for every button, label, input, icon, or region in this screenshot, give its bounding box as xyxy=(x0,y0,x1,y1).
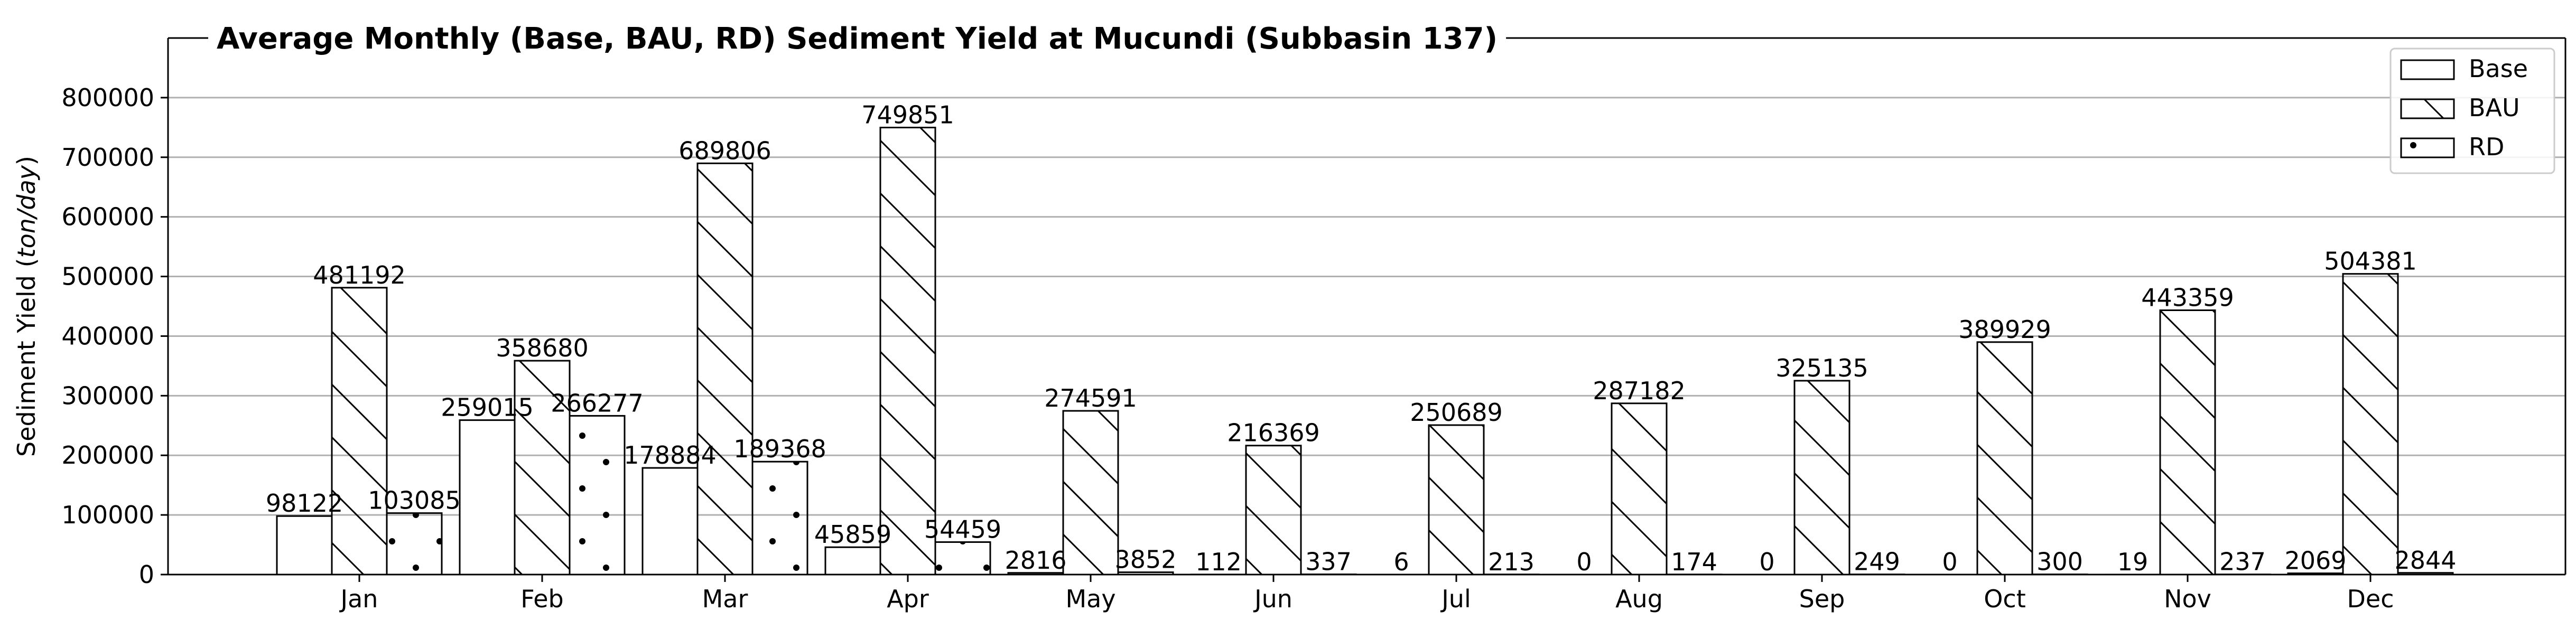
chart-title: Average Monthly (Base, BAU, RD) Sediment… xyxy=(217,22,1498,56)
bar-label-bau-dec: 504381 xyxy=(2324,247,2417,276)
bar-label-base-feb: 259015 xyxy=(441,393,534,422)
bar-base-feb xyxy=(459,419,516,576)
x-tick-label: Mar xyxy=(702,585,748,613)
bar-label-base-sep: 0 xyxy=(1759,548,1774,576)
x-tick-label: May xyxy=(1065,585,1115,613)
bar-bau-apr xyxy=(879,127,936,576)
x-tick-label: Jun xyxy=(1253,585,1292,613)
x-tick-label: Aug xyxy=(1615,585,1663,613)
legend-label-bau: BAU xyxy=(2469,93,2520,122)
bar-rd-feb xyxy=(569,415,626,576)
bar-bau-jan xyxy=(331,287,388,576)
bar-base-jan xyxy=(276,515,333,576)
bar-label-base-oct: 0 xyxy=(1942,548,1957,576)
y-tick-label: 200000 xyxy=(61,441,154,469)
bar-label-base-jun: 112 xyxy=(1195,548,1242,576)
y-axis-label-close: ) xyxy=(12,156,41,165)
bar-label-rd-jun: 337 xyxy=(1305,548,1352,576)
bar-label-rd-mar: 189368 xyxy=(733,435,826,463)
bar-label-bau-aug: 287182 xyxy=(1593,377,1686,405)
legend-swatch-rd xyxy=(2400,137,2455,158)
bar-label-rd-oct: 300 xyxy=(2036,548,2083,576)
axes: 0100000200000300000400000500000600000700… xyxy=(12,37,2566,613)
legend: Base BAU RD xyxy=(2389,48,2555,174)
bar-label-rd-jul: 213 xyxy=(1488,548,1535,576)
bar-label-base-apr: 45859 xyxy=(814,520,891,549)
x-tick-label: Oct xyxy=(1984,585,2026,613)
bar-label-rd-may: 3852 xyxy=(1114,546,1176,574)
bar-label-bau-feb: 358680 xyxy=(496,334,589,362)
bar-label-base-aug: 0 xyxy=(1576,548,1592,576)
x-tick-label: Jan xyxy=(339,585,378,613)
bar-bau-nov xyxy=(2159,309,2216,576)
bar-bau-dec xyxy=(2342,273,2399,576)
bar-label-bau-mar: 689806 xyxy=(678,136,771,165)
y-tick-label: 600000 xyxy=(61,203,154,231)
bar-label-bau-jan: 481192 xyxy=(313,261,406,289)
bar-label-rd-aug: 174 xyxy=(1671,548,1717,576)
y-tick-label: 400000 xyxy=(61,322,154,350)
bar-label-bau-oct: 389929 xyxy=(1958,315,2051,344)
chart-title-group: Average Monthly (Base, BAU, RD) Sediment… xyxy=(217,22,1498,56)
x-tick-label: Apr xyxy=(887,585,929,613)
y-axis-label-unit: ton/day xyxy=(12,165,41,258)
x-tick-label: Feb xyxy=(520,585,563,613)
bar-rd-jan xyxy=(386,512,443,576)
bar-label-bau-apr: 749851 xyxy=(861,101,954,129)
bar-bau-mar xyxy=(696,162,754,576)
bar-label-bau-may: 274591 xyxy=(1044,384,1137,412)
bar-label-base-mar: 178884 xyxy=(624,441,717,469)
bar-label-base-dec: 2069 xyxy=(2284,547,2346,575)
legend-swatch-bau xyxy=(2400,98,2455,119)
bar-bau-may xyxy=(1062,410,1119,576)
bar-bau-sep xyxy=(1793,380,1850,576)
y-tick-label: 500000 xyxy=(61,262,154,291)
bar-base-mar xyxy=(641,467,699,576)
bar-bau-oct xyxy=(1976,341,2033,576)
bar-base-apr xyxy=(824,546,881,576)
bar-label-rd-apr: 54459 xyxy=(924,515,1001,544)
bar-label-base-nov: 19 xyxy=(2117,548,2149,576)
bars xyxy=(276,127,2454,576)
y-axis-label-main: Sediment Yield ( xyxy=(12,258,41,457)
bar-label-rd-feb: 266277 xyxy=(551,389,644,417)
bar-bau-jun xyxy=(1245,445,1302,576)
y-axis-label: Sediment Yield (ton/day) xyxy=(12,156,41,457)
bar-label-base-jan: 98122 xyxy=(266,489,343,518)
bar-rd-apr xyxy=(934,541,991,576)
bar-rd-mar xyxy=(751,460,808,576)
data-labels: 98122 481192 103085 259015 358680 266277 17888… xyxy=(266,101,2457,576)
bar-label-rd-jan: 103085 xyxy=(368,486,461,515)
x-tick-label: Jul xyxy=(1440,585,1471,613)
bar-bau-jul xyxy=(1428,424,1485,576)
bar-label-bau-nov: 443359 xyxy=(2141,283,2234,312)
y-tick-label: 100000 xyxy=(61,501,154,529)
bar-label-base-jul: 6 xyxy=(1393,548,1409,576)
bar-label-bau-jul: 250689 xyxy=(1410,398,1503,427)
legend-label-rd: RD xyxy=(2469,133,2504,161)
y-tick-label: 300000 xyxy=(61,381,154,410)
y-tick-label: 800000 xyxy=(61,83,154,112)
x-tick-label: Sep xyxy=(1799,585,1845,613)
y-tick-label: 700000 xyxy=(61,143,154,172)
legend-swatch-base xyxy=(2400,59,2455,80)
bar-label-bau-sep: 325135 xyxy=(1775,354,1868,382)
bar-bau-aug xyxy=(1611,402,1668,576)
bar-label-base-may: 2816 xyxy=(1005,546,1066,575)
bar-label-rd-sep: 249 xyxy=(1854,548,1900,576)
bar-label-bau-jun: 216369 xyxy=(1227,419,1320,447)
bar-label-rd-dec: 2844 xyxy=(2394,546,2456,575)
x-tick-label: Dec xyxy=(2347,585,2394,613)
bar-label-rd-nov: 237 xyxy=(2219,548,2266,576)
x-tick-label: Nov xyxy=(2164,585,2211,613)
y-tick-label: 0 xyxy=(139,560,154,589)
legend-label-base: Base xyxy=(2469,54,2528,83)
